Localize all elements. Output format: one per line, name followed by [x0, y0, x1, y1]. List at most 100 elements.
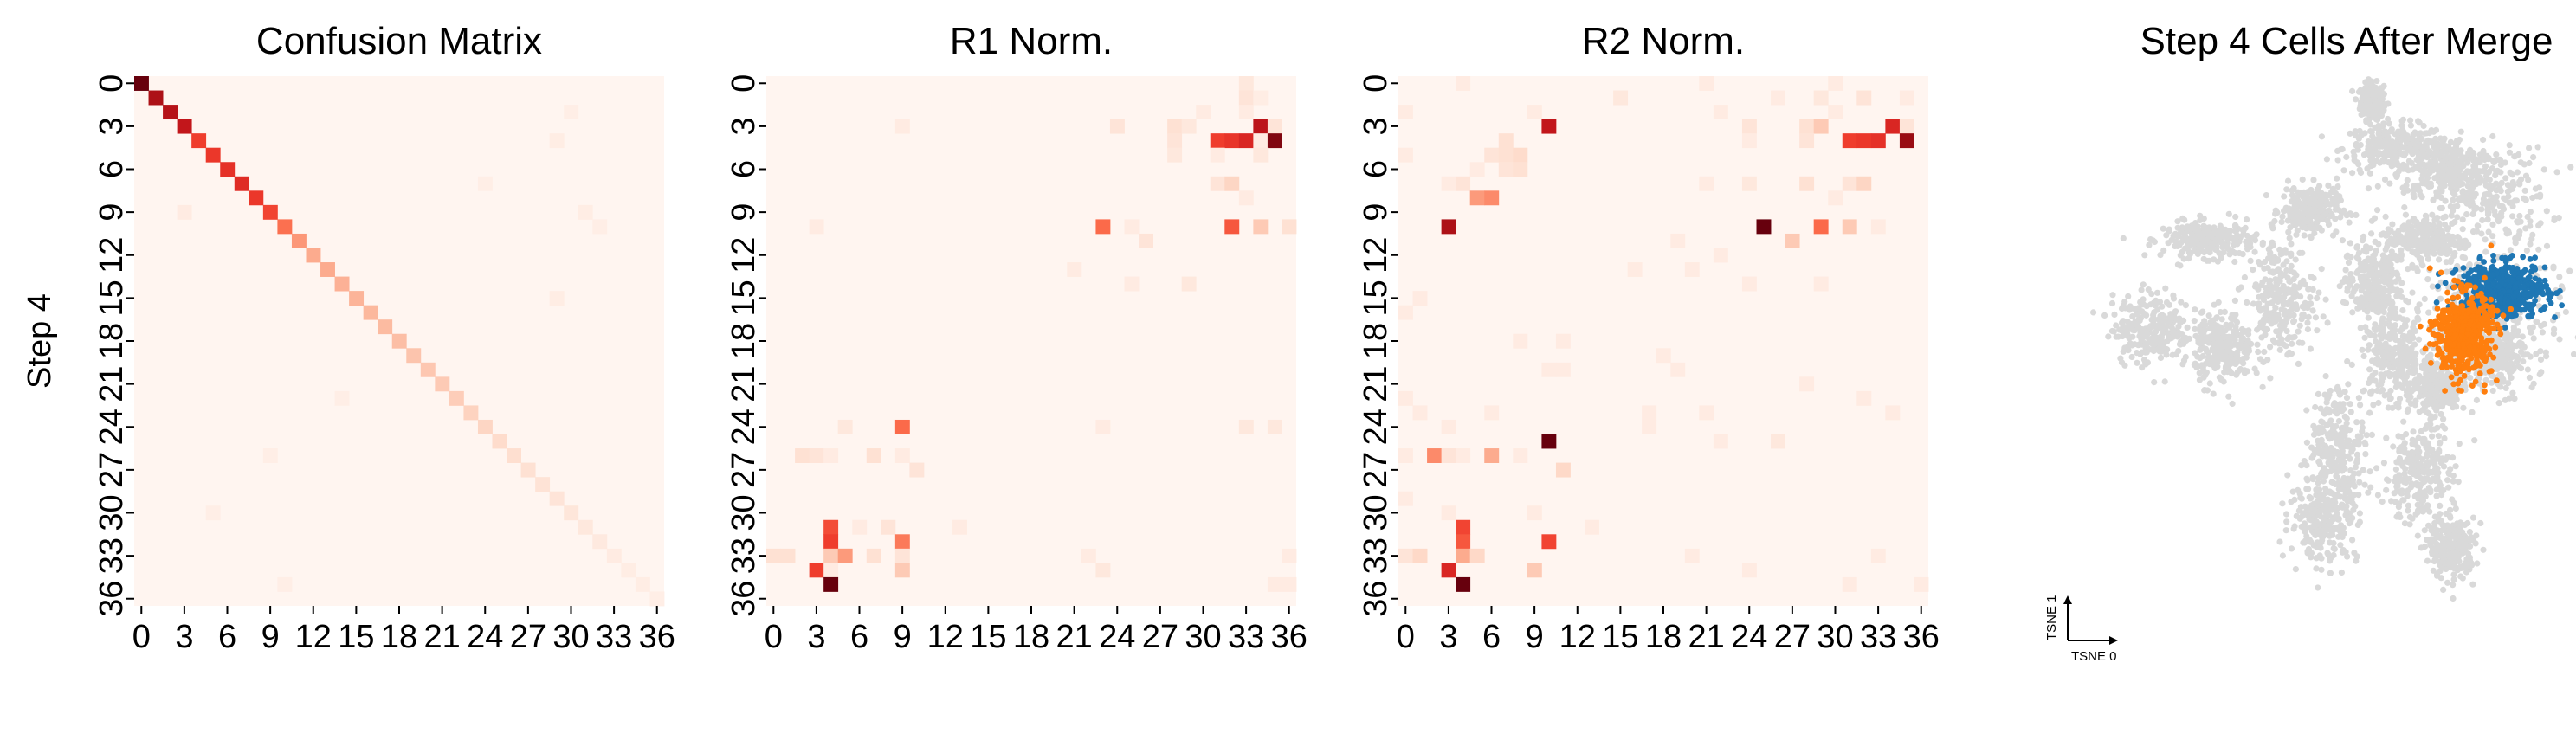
scatter-point-background	[2316, 541, 2323, 548]
scatter-point-background	[2402, 362, 2409, 369]
scatter-point-background	[2551, 325, 2558, 332]
heatmap-cell	[1741, 133, 1757, 149]
scatter-point-background	[2428, 164, 2435, 171]
heatmap-cell	[1124, 219, 1140, 235]
scatter-point-background	[2375, 241, 2382, 248]
y-tick-label: 33	[94, 537, 130, 574]
scatter-point-background	[2334, 175, 2340, 182]
scatter-point-background	[2392, 322, 2398, 329]
scatter-point-background	[2417, 483, 2424, 490]
scatter-point-background	[2555, 215, 2562, 222]
scatter-point-background	[2352, 464, 2359, 471]
scatter-point-background	[2339, 237, 2346, 244]
heatmap-cell	[1799, 119, 1815, 134]
scatter-point-background	[2382, 213, 2389, 220]
scatter-point-background	[2174, 224, 2181, 231]
scatter-point-background	[2466, 529, 2473, 536]
scatter-point-background	[2318, 566, 2325, 573]
heatmap-cell	[894, 448, 910, 463]
scatter-point-background	[2363, 243, 2370, 250]
scatter-point-background	[2400, 189, 2407, 196]
scatter-point-background	[2342, 267, 2349, 274]
scatter-point-background	[2334, 157, 2341, 164]
scatter-point-background	[2197, 212, 2204, 219]
scatter-point-background	[2151, 309, 2158, 316]
scatter-point-background	[2315, 390, 2321, 397]
scatter-point-background	[2179, 361, 2186, 368]
scatter-point-background	[2289, 212, 2296, 219]
scatter-point-background	[2331, 400, 2338, 407]
heatmap-cell	[1885, 405, 1901, 421]
x-tick-label: 36	[1903, 619, 1940, 655]
scatter-point-background	[2327, 570, 2334, 576]
scatter-point-background	[2347, 240, 2353, 247]
scatter-point-background	[2276, 322, 2283, 329]
scatter-point-background	[2244, 299, 2250, 306]
scatter-point-background	[2347, 130, 2353, 137]
heatmap-cell	[549, 291, 565, 306]
scatter-point-background	[2284, 336, 2291, 343]
scatter-point-background	[2358, 132, 2365, 138]
scatter-point-background	[2203, 225, 2211, 232]
scatter-point-background	[2279, 500, 2286, 507]
scatter-point-background	[2270, 259, 2277, 267]
scatter-point-background	[2276, 538, 2283, 545]
scatter-point-background	[2489, 132, 2496, 140]
scatter-point-background	[2437, 194, 2445, 201]
scatter-point-background	[2437, 455, 2444, 462]
heatmap-cell	[148, 90, 164, 106]
heatmap-cell	[1253, 147, 1269, 163]
scatter-point-background	[2180, 255, 2187, 262]
scatter-point-background	[2420, 469, 2427, 476]
scatter-point-background	[2289, 302, 2295, 309]
scatter-point-background	[2294, 227, 2301, 234]
scatter-point-background	[2228, 248, 2235, 254]
scatter-point-background	[2129, 326, 2136, 333]
scatter-point-background	[2392, 230, 2398, 237]
scatter-point-background	[2349, 277, 2356, 284]
scatter-point-background	[2386, 180, 2393, 187]
scatter-point-background	[2354, 433, 2361, 440]
scatter-point-background	[2349, 514, 2356, 522]
scatter-point-background	[2566, 267, 2573, 274]
scatter-point-background	[2371, 106, 2378, 113]
heatmap-cell	[1541, 362, 1557, 377]
heatmap-cell	[177, 204, 192, 220]
scatter-point-background	[2171, 314, 2178, 321]
scatter-point-background	[2176, 242, 2183, 249]
heatmap-cell	[1441, 448, 1456, 463]
scatter-point-background	[2404, 132, 2411, 139]
scatter-point-background	[2444, 268, 2450, 275]
y-tick-label: 27	[726, 452, 762, 488]
heatmap-cell	[449, 390, 464, 406]
scatter-point-background	[2256, 307, 2264, 314]
scatter-point-background	[2427, 478, 2434, 485]
scatter-point-background	[2385, 477, 2392, 484]
scatter-point-background	[2427, 447, 2435, 454]
scatter-point-background	[2476, 157, 2482, 164]
scatter-point-background	[2425, 522, 2432, 529]
scatter-point-background	[2482, 236, 2489, 243]
scatter-point-background	[2476, 179, 2483, 186]
scatter-point-background	[2386, 287, 2392, 294]
heatmap-cell	[1771, 90, 1785, 106]
scatter-point-background	[2553, 169, 2560, 176]
scatter-point-background	[2372, 251, 2379, 258]
scatter-point-background	[2431, 389, 2438, 396]
scatter-point-background	[2286, 349, 2293, 356]
scatter-point-background	[2343, 395, 2351, 402]
scatter-point-background	[2313, 208, 2320, 215]
scatter-point-background	[2269, 312, 2276, 319]
scatter-point-background	[2278, 218, 2285, 226]
scatter-point-background	[2423, 139, 2430, 146]
scatter-point-background	[2166, 226, 2172, 233]
scatter-point-background	[2445, 143, 2452, 151]
heatmap-cell	[1741, 563, 1757, 578]
heatmap-cell	[406, 348, 422, 364]
scatter-point-background	[2143, 349, 2150, 356]
heatmap-cell	[1456, 534, 1471, 550]
scatter-point-background	[2170, 292, 2177, 299]
scatter-point-background	[2191, 318, 2198, 325]
scatter-point-background	[2484, 216, 2491, 223]
scatter-point-background	[2288, 250, 2295, 257]
